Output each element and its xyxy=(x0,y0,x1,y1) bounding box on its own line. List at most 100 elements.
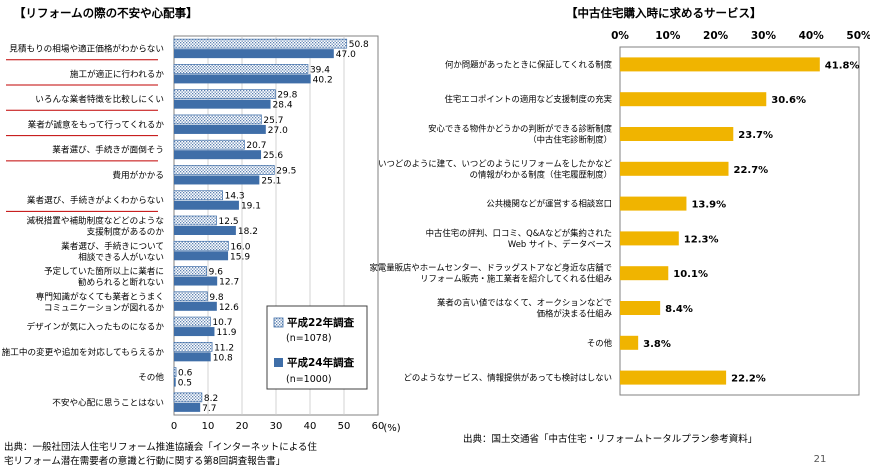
value-label-h24-1: 40.2 xyxy=(313,75,333,85)
left-category-label-3: 業者が誠意をもって行ってくれるか xyxy=(28,118,165,130)
value-label-h22-0: 50.8 xyxy=(349,40,369,50)
left-x-tick: 30 xyxy=(270,421,283,432)
bar-h24-4 xyxy=(174,150,262,160)
left-category-label-13: その他 xyxy=(138,371,164,383)
legend-label-h22: 平成22年調査 xyxy=(287,316,355,329)
legend-n-h24: (n=1000) xyxy=(286,374,332,385)
right-x-tick: 20% xyxy=(703,30,729,42)
right-bar-2 xyxy=(620,127,734,141)
left-x-tick: 0 xyxy=(171,421,177,432)
value-label-h24-8: 15.9 xyxy=(230,252,250,262)
value-label-h22-4: 20.7 xyxy=(246,141,266,151)
left-category-label-9: 予定していた箇所以上に業者に勧められると断れない xyxy=(44,265,164,288)
value-label-h24-7: 18.2 xyxy=(238,227,258,237)
right-category-label-7: 業者の言い値ではなくて、オークションなどで価格が決まる仕組み xyxy=(437,298,612,319)
right-category-label-4: 公共機関などが運営する相談窓口 xyxy=(486,199,612,209)
left-category-label-14: 不安や心配に思うことはない xyxy=(52,396,164,408)
bar-h22-14 xyxy=(173,392,203,403)
bar-h24-5 xyxy=(174,175,260,185)
right-x-tick: 0% xyxy=(611,30,629,42)
bar-h24-11 xyxy=(174,327,215,337)
legend-label-h24: 平成24年調査 xyxy=(287,356,355,369)
right-bar-3 xyxy=(620,161,729,176)
bar-h24-2 xyxy=(174,99,271,109)
right-bar-9 xyxy=(620,370,727,385)
value-label-h24-10: 12.6 xyxy=(219,303,239,313)
right-category-label-9: どのようなサービス、情報提供があっても検討はしない xyxy=(403,373,612,383)
value-label-h22-9: 9.6 xyxy=(209,268,224,278)
left-category-label-4: 業者選び、手続きが面倒そう xyxy=(52,144,164,156)
value-label-h22-2: 29.8 xyxy=(277,91,297,101)
right-bar-0 xyxy=(620,57,820,72)
value-label-h22-8: 16.0 xyxy=(230,242,250,252)
right-category-label-1: 住宅エコポイントの適用など支援制度の充実 xyxy=(445,94,613,104)
value-label-h22-6: 14.3 xyxy=(225,192,245,202)
left-x-tick: 10 xyxy=(202,421,215,432)
bar-h22-4 xyxy=(173,139,245,150)
right-x-tick: 30% xyxy=(751,30,777,42)
right-plot-frame xyxy=(619,46,860,396)
left-x-unit: (%) xyxy=(383,423,400,434)
left-highlight-underlines xyxy=(6,59,158,212)
left-category-label-0: 見積もりの相場や適正価格がわからない xyxy=(9,43,164,55)
left-category-label-7: 減税措置や補助制度などどのような支援制度があるのか xyxy=(26,215,164,238)
bar-h22-7 xyxy=(173,215,217,226)
value-label-h22-12: 11.2 xyxy=(214,343,234,353)
value-label-h24-6: 19.1 xyxy=(241,202,261,212)
left-x-tick: 60 xyxy=(372,421,385,432)
bar-h24-7 xyxy=(174,226,236,235)
bar-h22-9 xyxy=(173,266,207,276)
left-category-label-12: 施工中の変更や追加を対応してもらえるか xyxy=(2,346,165,358)
left-x-tick-labels: 0 10 20 30 40 50 60 xyxy=(171,421,385,432)
legend-n-h22: (n=1078) xyxy=(286,333,332,344)
left-x-tick: 20 xyxy=(236,421,249,432)
value-label-h22-11: 10.7 xyxy=(212,318,232,328)
bar-h24-14 xyxy=(174,402,201,412)
right-value-label-7: 8.4% xyxy=(665,304,693,315)
right-category-label-2: 安心できる物件かどうかの判断ができる診断制度（中古住宅診断制度） xyxy=(428,124,613,145)
legend-box xyxy=(266,305,368,390)
legend-swatch-h22 xyxy=(273,317,284,328)
right-x-tick: 50% xyxy=(846,30,870,42)
bar-h24-13 xyxy=(174,377,176,387)
value-label-h22-3: 25.7 xyxy=(263,116,283,126)
right-bars: 41.8% 30.6% 23.7% 22.7% 13.9% 12.3% 10.1% 8.4% 3… xyxy=(620,57,860,385)
value-label-h24-9: 12.7 xyxy=(219,278,239,288)
right-bar-5 xyxy=(620,231,679,246)
legend-swatch-h24 xyxy=(274,358,283,367)
bar-h22-6 xyxy=(173,190,223,201)
bar-h22-5 xyxy=(173,165,275,175)
value-label-h24-3: 27.0 xyxy=(268,126,288,136)
reform-concerns-chart: 【リフォームの際の不安や心配事】 50.847.0 39.440.2 29.828.… xyxy=(2,6,401,467)
right-bar-6 xyxy=(620,266,669,281)
left-category-label-2: いろんな業者特徴を比較しにくい xyxy=(35,93,164,105)
bar-h22-1 xyxy=(173,64,309,74)
value-label-h24-13: 0.5 xyxy=(178,379,192,389)
left-category-labels: 見積もりの相場や適正価格がわからない施工が適正に行われるかいろんな業者特徴を比較… xyxy=(2,43,165,409)
left-category-label-1: 施工が適正に行われるか xyxy=(70,68,165,80)
value-label-h24-11: 11.9 xyxy=(216,328,236,338)
right-value-label-3: 22.7% xyxy=(734,165,769,176)
page-number: 21 xyxy=(814,454,827,465)
value-label-h22-7: 12.5 xyxy=(219,217,239,227)
left-source-line-2: 宅リフォーム潜在需要者の意識と行動に関する第8回調査報告書」 xyxy=(4,455,285,467)
right-value-label-0: 41.8% xyxy=(825,60,860,71)
right-value-label-2: 23.7% xyxy=(738,130,773,141)
value-label-h24-12: 10.8 xyxy=(213,353,233,363)
left-legend: 平成22年調査 (n=1078) 平成24年調査 (n=1000) xyxy=(266,305,368,390)
bar-h22-8 xyxy=(173,240,229,251)
value-label-h22-1: 39.4 xyxy=(310,65,330,75)
used-home-services-chart: 【中古住宅購入時に求めるサービス】 0% 10% 20% 30% 40% 50% 41.8… xyxy=(369,6,870,445)
right-x-tick-labels: 0% 10% 20% 30% 40% 50% xyxy=(611,30,870,42)
right-category-label-5: 中古住宅の評判、口コミ、Q&Aなどが集約された Web サイト、データベース xyxy=(426,228,612,249)
bar-h24-0 xyxy=(174,49,334,59)
bar-h22-13 xyxy=(173,367,177,377)
left-category-label-8: 業者選び、手続きについて相談できる人がいない xyxy=(61,240,164,263)
right-x-tick: 40% xyxy=(799,30,825,42)
right-category-label-3: いつどのように建て、いつどのようにリフォームをしたかなどの情報がわかる制度（住宅… xyxy=(378,158,612,179)
left-x-tick: 40 xyxy=(304,421,317,432)
right-bar-4 xyxy=(620,196,687,211)
left-bars: 50.847.0 39.440.2 29.828.4 25.727.020.725.6… xyxy=(173,38,369,414)
bar-h22-11 xyxy=(173,316,211,327)
bar-h22-3 xyxy=(173,114,262,125)
